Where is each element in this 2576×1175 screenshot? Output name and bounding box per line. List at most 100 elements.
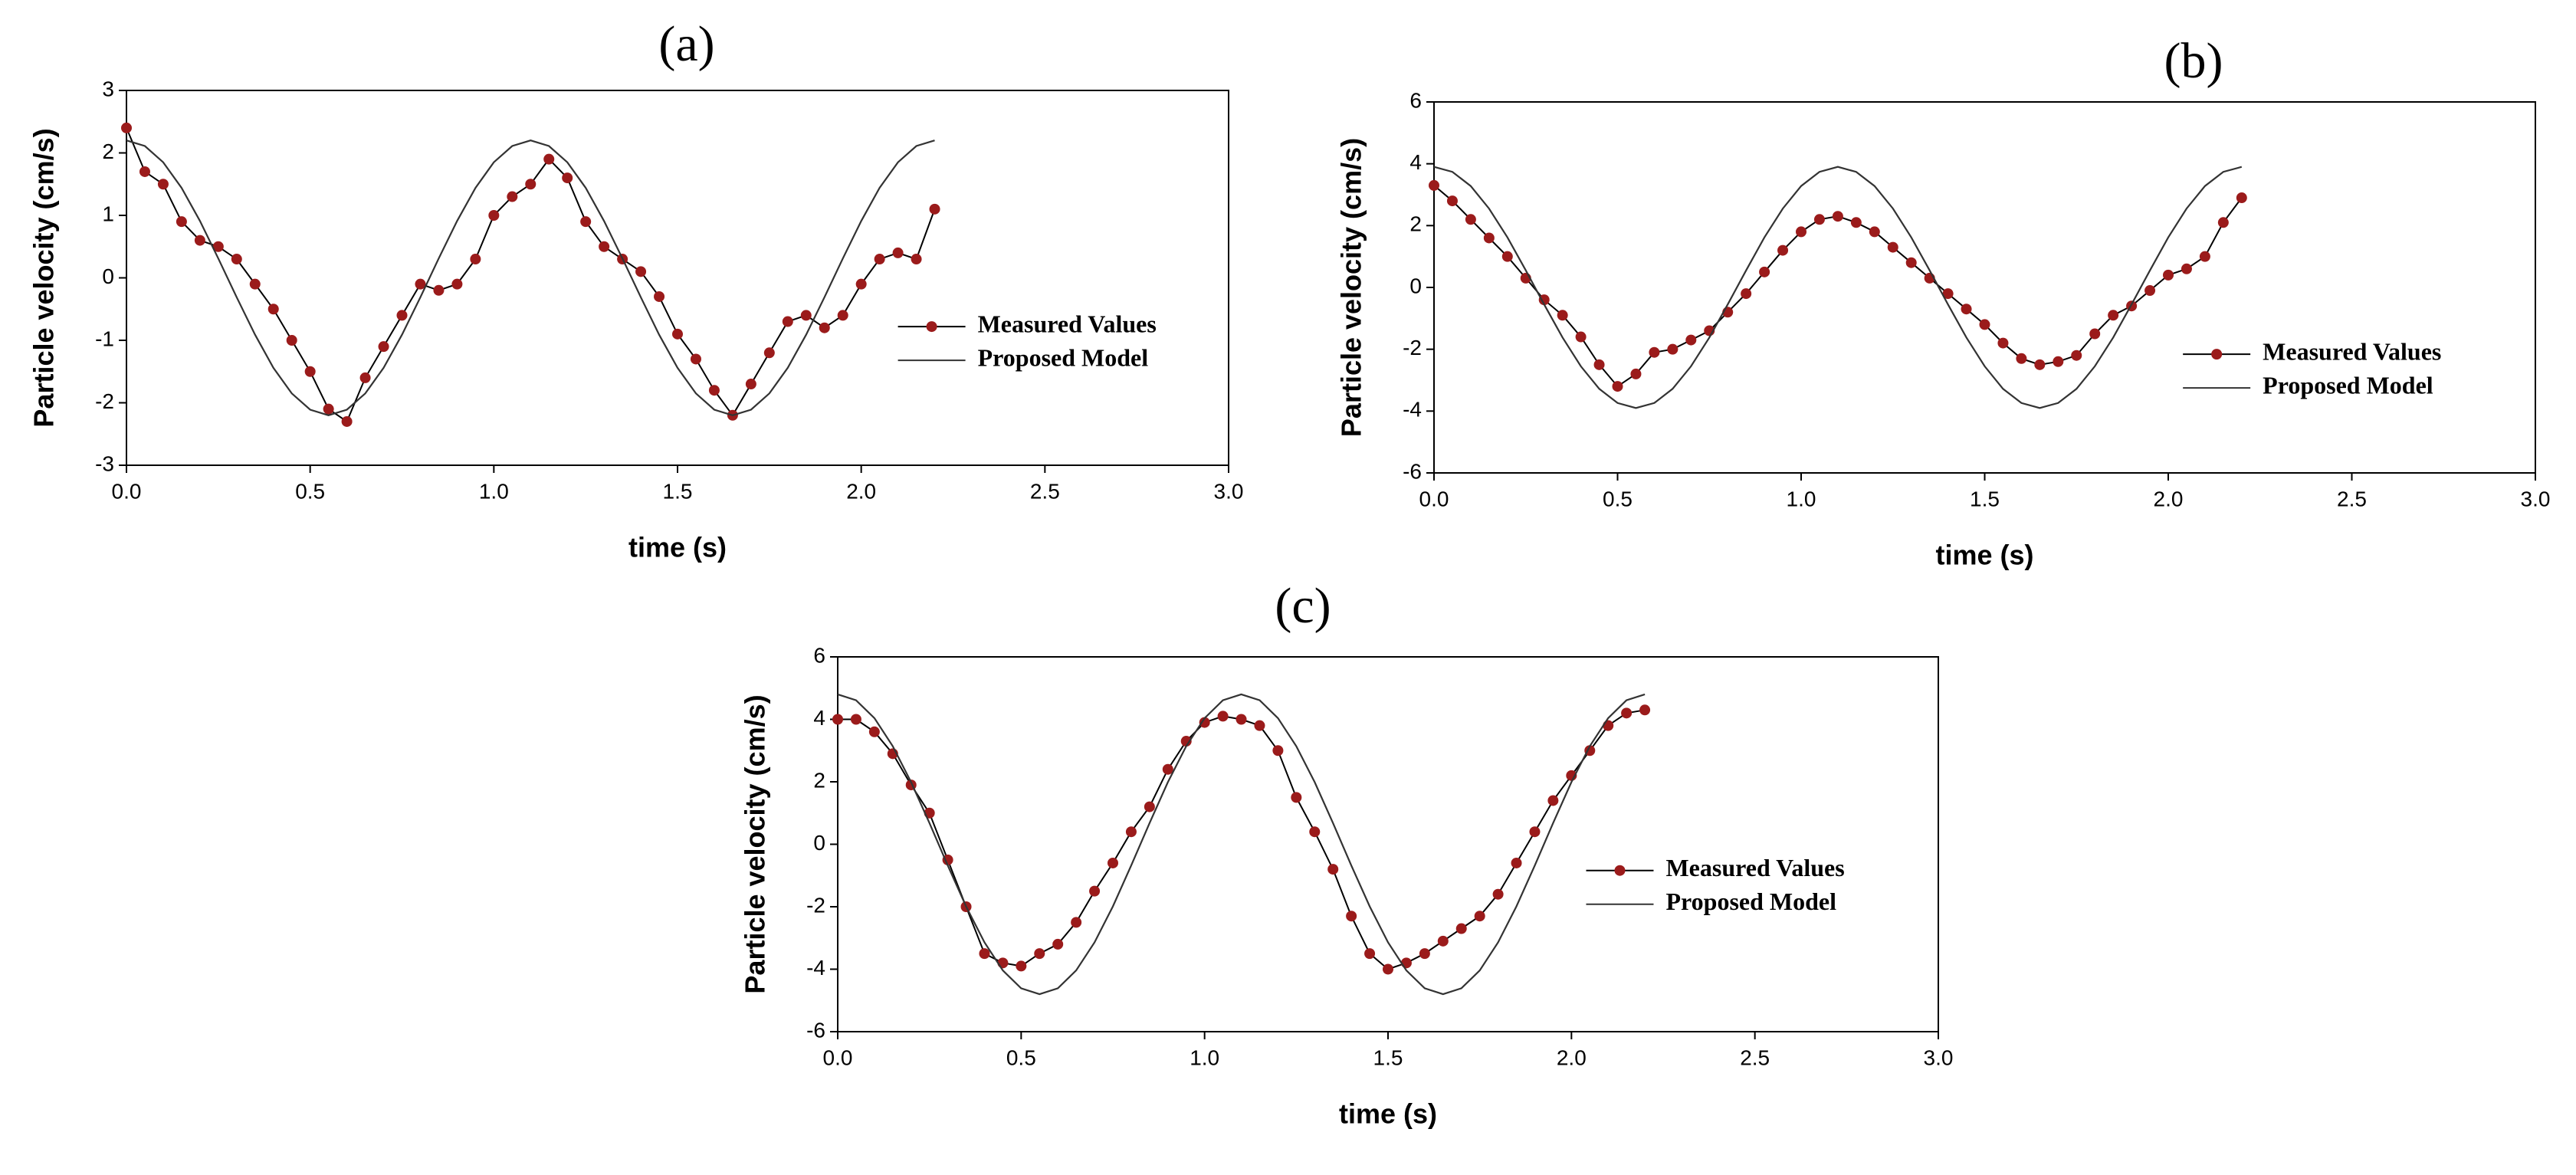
data-point — [2217, 217, 2229, 228]
data-point — [1144, 801, 1155, 812]
data-point — [1639, 704, 1651, 716]
data-point — [1327, 864, 1339, 875]
x-tick-label: 0.5 — [1006, 1045, 1036, 1069]
y-tick-label: 0 — [102, 264, 114, 288]
data-point — [1291, 792, 1302, 803]
data-point — [763, 347, 775, 359]
y-tick-label: 1 — [102, 202, 114, 225]
data-point — [1905, 257, 1917, 268]
data-point — [304, 366, 316, 377]
data-point — [580, 216, 592, 228]
series-line — [126, 139, 935, 416]
data-point — [359, 372, 371, 383]
chart: (c) 0.0 0.5 1.0 1.5 2.0 2.5 3.0 -6 -4 -2 0 2 4 6 time (… — [740, 578, 1954, 1129]
data-point — [451, 278, 463, 290]
data-point — [1850, 217, 1862, 228]
data-point — [1961, 304, 1972, 315]
x-tick-label: 0.0 — [112, 479, 142, 503]
data-point — [1942, 288, 1954, 300]
plot-frame — [126, 90, 1229, 466]
legend-label: Measured Values — [978, 310, 1157, 337]
x-tick-label: 2.0 — [2154, 487, 2184, 510]
data-point — [231, 254, 242, 265]
y-tick-label: 4 — [1409, 150, 1422, 174]
y-tick-label: 4 — [813, 706, 825, 730]
y-tick-label: -6 — [1403, 459, 1422, 483]
data-point — [562, 172, 573, 184]
data-point — [1832, 211, 1843, 222]
data-point — [1199, 717, 1210, 728]
legend-marker — [926, 321, 937, 333]
x-tick-label: 3.0 — [1214, 479, 1244, 503]
x-tick-label: 0.0 — [823, 1045, 853, 1069]
data-point — [874, 254, 885, 265]
data-point — [1649, 346, 1660, 358]
data-point — [1529, 826, 1541, 838]
data-point — [672, 328, 683, 340]
data-point — [1465, 214, 1476, 225]
data-point — [433, 284, 445, 296]
data-point — [1071, 917, 1082, 928]
data-point — [1685, 334, 1697, 346]
data-point — [1547, 795, 1559, 806]
legend-marker — [2211, 349, 2223, 360]
data-point — [1492, 888, 1504, 900]
legend-label: Proposed Model — [1665, 888, 1836, 915]
data-point — [2053, 356, 2064, 367]
y-tick-label: 0 — [1409, 274, 1422, 297]
x-tick-label: 1.5 — [1373, 1045, 1403, 1069]
data-point — [1777, 245, 1789, 256]
data-point — [121, 122, 132, 133]
data-point — [1869, 226, 1880, 238]
data-point — [415, 278, 426, 290]
data-point — [2034, 359, 2046, 370]
plot-frame — [837, 656, 1939, 1032]
data-point — [2181, 263, 2192, 274]
x-axis-label: time (s) — [628, 532, 727, 563]
legend-label: Measured Values — [1665, 854, 1844, 881]
x-tick-label: 2.5 — [1030, 479, 1060, 503]
data-point — [782, 316, 793, 327]
data-point — [2199, 251, 2210, 262]
series-line — [1433, 166, 2243, 409]
data-point — [1759, 266, 1770, 277]
data-point — [654, 290, 665, 302]
data-point — [341, 415, 353, 427]
y-tick-label: -2 — [95, 389, 114, 413]
data-point — [378, 341, 389, 353]
y-axis-label: Particle velocity (cm/s) — [1336, 138, 1367, 437]
data-point — [2016, 353, 2027, 364]
chart-title: (c) — [1275, 578, 1331, 634]
y-tick-label: 0 — [813, 831, 825, 855]
data-point — [1272, 745, 1284, 757]
data-point — [2071, 350, 2082, 361]
x-tick-label: 2.5 — [2337, 487, 2367, 510]
y-axis-label: Particle velocity (cm/s) — [28, 128, 60, 427]
data-point — [850, 714, 861, 725]
data-point — [2236, 192, 2247, 204]
x-tick-label: 0.5 — [295, 479, 325, 503]
data-point — [507, 191, 518, 202]
data-point — [1603, 720, 1614, 731]
data-point — [543, 153, 555, 165]
data-point — [2108, 310, 2119, 321]
data-point — [997, 957, 1009, 969]
data-point — [832, 714, 843, 725]
data-point — [1612, 381, 1623, 392]
data-point — [819, 322, 830, 333]
data-point — [1419, 948, 1430, 960]
data-point — [470, 254, 481, 265]
y-tick-label: -2 — [806, 893, 825, 917]
data-point — [1016, 960, 1027, 972]
data-point — [837, 310, 848, 321]
series-line — [838, 709, 1646, 970]
data-point — [525, 179, 537, 190]
data-point — [1162, 763, 1173, 775]
x-tick-label: 1.5 — [1970, 487, 2000, 510]
data-point — [745, 379, 756, 390]
data-point — [1364, 948, 1376, 960]
x-tick-label: 0.5 — [1603, 487, 1633, 510]
chart-title: (a) — [658, 16, 714, 72]
x-tick-label: 3.0 — [1924, 1045, 1954, 1069]
data-point — [1254, 720, 1265, 731]
